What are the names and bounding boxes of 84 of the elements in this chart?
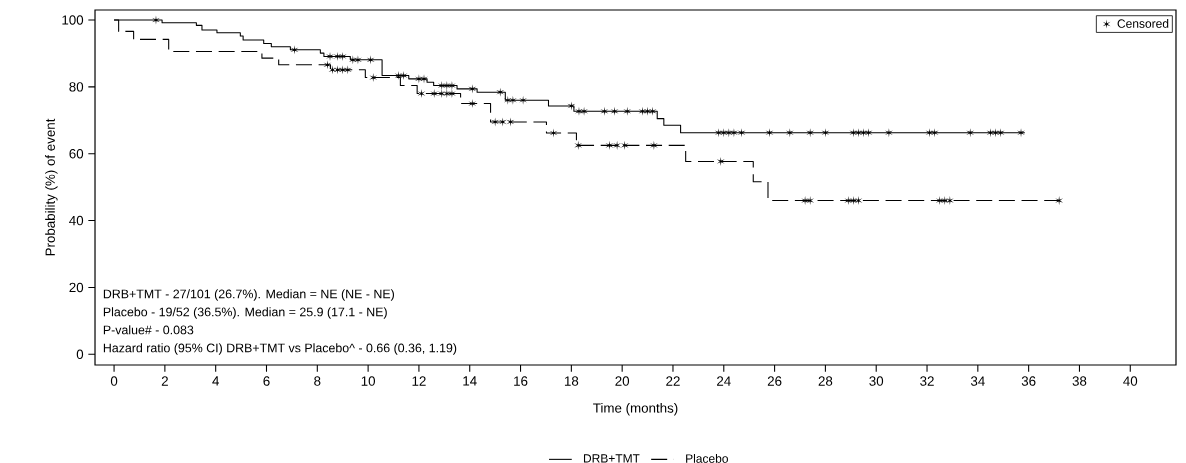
x-tick-label: 10 <box>361 376 376 386</box>
y-tick-label: 100 <box>62 15 84 25</box>
y-tick-label: 0 <box>76 349 84 360</box>
point <box>638 106 647 116</box>
point <box>323 60 332 70</box>
point <box>785 128 794 138</box>
x-tick-label: 38 <box>1072 376 1087 386</box>
legend-label: DRB+TMT <box>583 454 640 463</box>
point <box>643 106 652 116</box>
y-tick-label: 80 <box>69 82 84 92</box>
point <box>935 195 944 206</box>
point <box>333 65 342 75</box>
x-tick-label: 40 <box>1123 376 1138 386</box>
x-tick-label: 6 <box>263 376 270 386</box>
x-tick-label: 30 <box>869 376 884 386</box>
x-tick-label: 32 <box>920 376 934 386</box>
point <box>496 87 505 97</box>
point <box>610 106 619 116</box>
point <box>966 128 975 138</box>
point <box>864 128 873 138</box>
x-tick-label: 36 <box>1021 376 1036 386</box>
point <box>854 128 863 138</box>
x-axis-title: Time (months) <box>593 402 678 416</box>
point <box>338 51 347 61</box>
point <box>986 128 995 138</box>
point <box>849 128 858 138</box>
point <box>605 140 614 150</box>
x-tick-label: 34 <box>970 376 985 386</box>
annotation: Hazard ratio (95% CI) DRB+TMT vs Placebo^ - 0.66 (0.36, 1.19) <box>103 343 457 355</box>
point <box>714 128 723 138</box>
point <box>620 140 629 150</box>
x-tick-label: 24 <box>717 376 731 386</box>
x-tick-label: 0 <box>110 376 118 386</box>
point <box>328 65 337 75</box>
x-tick-label: 2 <box>161 376 168 386</box>
x-tick-label: 20 <box>615 376 630 386</box>
annotation: Placebo - 19/52 (36.5%). Median = 25.9 (17.1 - NE) <box>103 307 387 319</box>
point <box>574 140 583 150</box>
y-tick-label: 40 <box>69 215 84 226</box>
point <box>716 156 725 166</box>
point <box>366 55 375 65</box>
annotation: DRB+TMT - 27/101 (26.7%). Median = NE (NE - NE) <box>103 289 394 301</box>
point <box>859 128 868 138</box>
point <box>417 89 426 99</box>
point <box>338 65 347 75</box>
point <box>996 128 1005 138</box>
point <box>854 195 863 206</box>
legend-label: Censored <box>1117 19 1169 28</box>
x-tick-label: 26 <box>767 376 782 386</box>
point <box>549 128 558 138</box>
x-tick-label: 18 <box>564 376 579 386</box>
point <box>648 106 657 116</box>
point <box>925 128 934 138</box>
x-tick-label: 22 <box>666 376 680 386</box>
annotation: P-value# - 0.083 <box>103 325 194 335</box>
point <box>468 84 477 94</box>
x-tick-label: 12 <box>412 376 426 386</box>
x-tick-label: 14 <box>463 376 477 386</box>
y-tick-label: 60 <box>69 149 84 159</box>
point <box>991 128 1000 138</box>
point <box>821 128 830 138</box>
legend-label: Placebo <box>686 454 728 463</box>
point <box>437 89 446 99</box>
point <box>719 128 728 138</box>
point <box>623 106 632 116</box>
x-tick-label: 4 <box>212 376 219 386</box>
point <box>506 117 515 127</box>
point <box>290 45 299 55</box>
point <box>737 128 746 138</box>
point <box>498 117 507 127</box>
point <box>468 99 477 109</box>
point <box>491 117 500 127</box>
x-tick-label: 28 <box>818 376 833 386</box>
y-axis-title: Probability (%) of event <box>45 118 58 256</box>
y-tick-label: 20 <box>69 282 84 293</box>
point <box>849 195 858 206</box>
point <box>844 195 853 206</box>
point <box>930 128 939 138</box>
point <box>600 106 609 116</box>
point <box>399 70 408 81</box>
x-tick-label: 16 <box>514 376 528 386</box>
point <box>765 128 774 138</box>
point <box>343 65 352 75</box>
x-tick-label: 8 <box>314 376 321 386</box>
